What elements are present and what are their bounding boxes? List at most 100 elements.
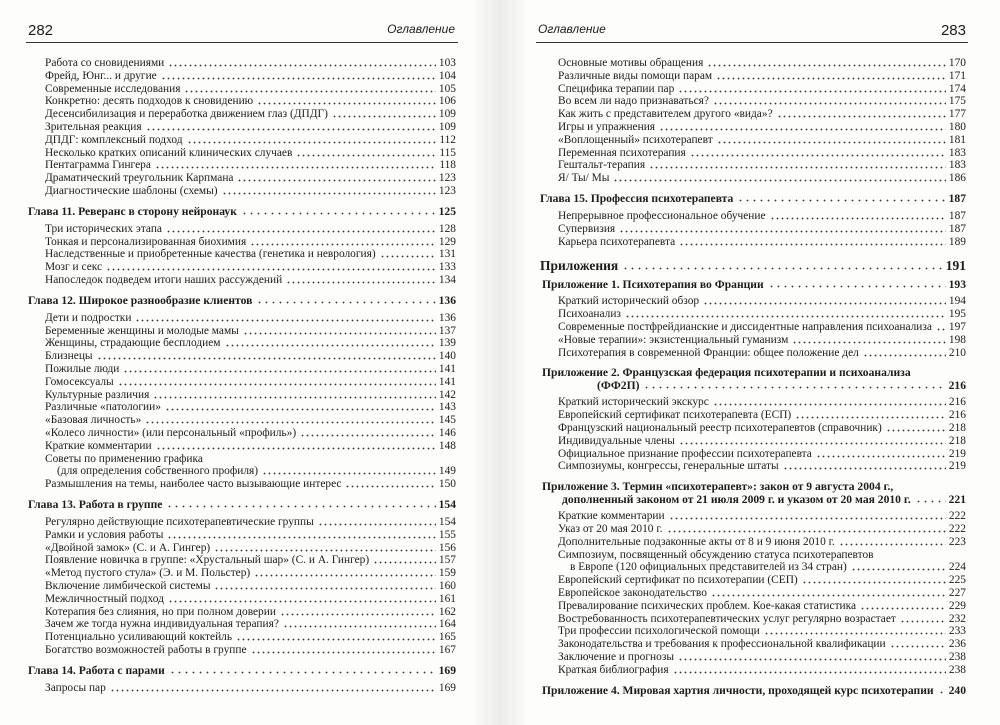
dot-leader (242, 331, 436, 335)
toc-item: Фрейд, Юнг... и другие 104 (45, 70, 456, 83)
toc-item-page: 139 (438, 337, 456, 350)
toc-item-page: 187 (948, 210, 966, 222)
toc-item: Котерапия без слияния, но при полном дов… (45, 606, 456, 619)
toc-item-title: Европейское законодательство (558, 587, 707, 599)
toc-item: Гомосексуалы 141 (45, 376, 456, 389)
page-number: 282 (28, 22, 54, 39)
toc-item: Как жить с представителем другого «вида»… (558, 108, 966, 121)
toc-item: Краткие комментарии 148 (45, 440, 456, 453)
toc-item-page: 218 (948, 434, 966, 447)
toc-item-title: в Европе (120 официальных представителей… (570, 561, 847, 574)
toc-item-page: 157 (438, 554, 456, 567)
toc-item-title: Современные постфрейдианские и диссидент… (558, 321, 932, 333)
toc-item: (для определения собственного профиля) 14… (57, 465, 456, 478)
dot-leader (184, 89, 436, 93)
toc-item: Французский национальный реестр психотер… (558, 422, 966, 435)
dot-leader (678, 89, 946, 93)
toc-item: Современные исследования 105 (45, 83, 456, 96)
dot-leader (279, 612, 436, 616)
toc-item-page: 195 (948, 308, 966, 321)
dot-leader (166, 505, 436, 508)
dot-leader (221, 192, 436, 195)
dot-leader (317, 523, 436, 526)
toc-item: Работа со сновидениями 103 (45, 57, 456, 70)
dot-leader (250, 651, 436, 654)
toc-item: Симпозиум, посвященный обсуждению статус… (558, 549, 966, 562)
chapter-heading-title: Глава 13. Работа в группе (28, 498, 163, 511)
toc-item: Превалирование психических проблем. Кое-… (558, 600, 966, 613)
toc-item: Официальное признание профессии психотер… (558, 448, 966, 461)
appendix-heading-page: 221 (948, 493, 966, 507)
toc-item: Регулярно действующие психотерапевтическ… (45, 516, 456, 529)
toc-item-title: Во всем ли надо признаваться? (558, 95, 709, 108)
toc-item-page: 129 (438, 235, 456, 248)
dot-leader (331, 115, 436, 119)
dot-leader (659, 128, 946, 131)
toc-item-page: 106 (438, 95, 456, 108)
toc-item: в Европе (120 официальных представителей… (570, 561, 966, 574)
toc-item: Рамки и условия работы 155 (45, 529, 456, 542)
toc-item: Напоследок подведем итоги наших рассужде… (45, 274, 456, 287)
toc-item: Основные мотивы обращения 170 (558, 57, 966, 70)
chapter-heading-page: 136 (438, 293, 456, 307)
toc-item-title: «Воплощенный» психотерапевт (558, 133, 713, 146)
toc-item: Психотерапия в современной Франции: обще… (558, 347, 966, 360)
header-rule (536, 42, 968, 43)
toc-item-page: 137 (438, 324, 456, 337)
toc-item: Специфика терапии пар 174 (558, 83, 966, 96)
appendix-heading-title: Приложение 4. Мировая хартия личности, п… (542, 683, 934, 697)
dot-leader (643, 386, 946, 390)
toc-item: Различные «патологии» 143 (45, 401, 456, 414)
dot-leader (154, 166, 437, 170)
part-heading-page: 191 (945, 258, 966, 274)
dot-leader (345, 485, 436, 489)
toc-item-title: Симпозиум, посвященный обсуждению статус… (558, 548, 874, 561)
toc-item-title: Востребованность психотерапевтических ус… (558, 612, 896, 625)
toc-item-title: Женщины, страдающие бесплодием (45, 337, 221, 350)
toc-item-title: Запросы пар (45, 681, 106, 694)
dot-leader (619, 229, 946, 233)
toc-item: Диагностические шаблоны (схемы) 123 (45, 185, 456, 198)
toc-item-title: Три исторических этапа (45, 222, 162, 235)
toc-item: Краткие комментарии 222 (558, 510, 966, 523)
toc-item: Советы по применению графика (45, 453, 456, 466)
toc-item-page: 222 (948, 510, 966, 523)
toc-item-title: Советы по применению графика (45, 452, 203, 465)
dot-leader (300, 434, 436, 437)
toc-item: Три исторических этапа 128 (45, 223, 456, 236)
chapter-heading: Глава 14. Работа с парами 169 (28, 664, 456, 677)
dot-leader (224, 344, 436, 348)
dot-leader (860, 606, 946, 610)
toc-item: Запросы пар 169 (45, 682, 456, 695)
dot-leader (716, 140, 946, 144)
toc-item: «Колесо личности» (или персональный «про… (45, 427, 456, 440)
toc-item-title: «Двойной замок» (С. и А. Гингер) (45, 541, 211, 554)
toc-item-title: Потенциально усиливающий коктейль (45, 631, 233, 644)
header-rule (26, 42, 458, 43)
dot-leader (168, 670, 436, 674)
dot-leader (236, 638, 436, 642)
toc-item-title: Симпозиумы, конгрессы, генеральные штаты (558, 460, 779, 473)
toc-item-title: Несколько кратких описаний клинических с… (45, 146, 293, 159)
toc-item: Беременные женщины и молодые мамы 137 (45, 325, 456, 338)
toc-item-page: 189 (948, 235, 966, 248)
toc-item-title: Краткая библиография (558, 663, 669, 676)
toc-item-page: 159 (438, 567, 456, 580)
toc-item-title: Краткий исторический обзор (558, 295, 700, 308)
dot-leader (186, 140, 437, 144)
dot-leader (250, 242, 436, 246)
dot-leader (782, 467, 946, 471)
toc-item: Потенциально усиливающий коктейль 165 (45, 631, 456, 644)
toc-item-page: 233 (948, 625, 966, 638)
dot-leader (622, 267, 943, 271)
toc-item-page: 225 (948, 574, 966, 587)
toc-item: Зачем же тогда нужна индивидуальная тера… (45, 618, 456, 631)
dot-leader (769, 217, 946, 220)
toc-item-page: 162 (438, 605, 456, 618)
appendix-heading: Приложение 1. Психотерапия во Франции 193 (542, 278, 966, 291)
toc-item-title: Пентаграмма Гингера (45, 159, 151, 172)
dot-leader (262, 472, 436, 476)
dot-leader (678, 441, 946, 445)
toc-item: «Базовая личность» 145 (45, 414, 456, 427)
